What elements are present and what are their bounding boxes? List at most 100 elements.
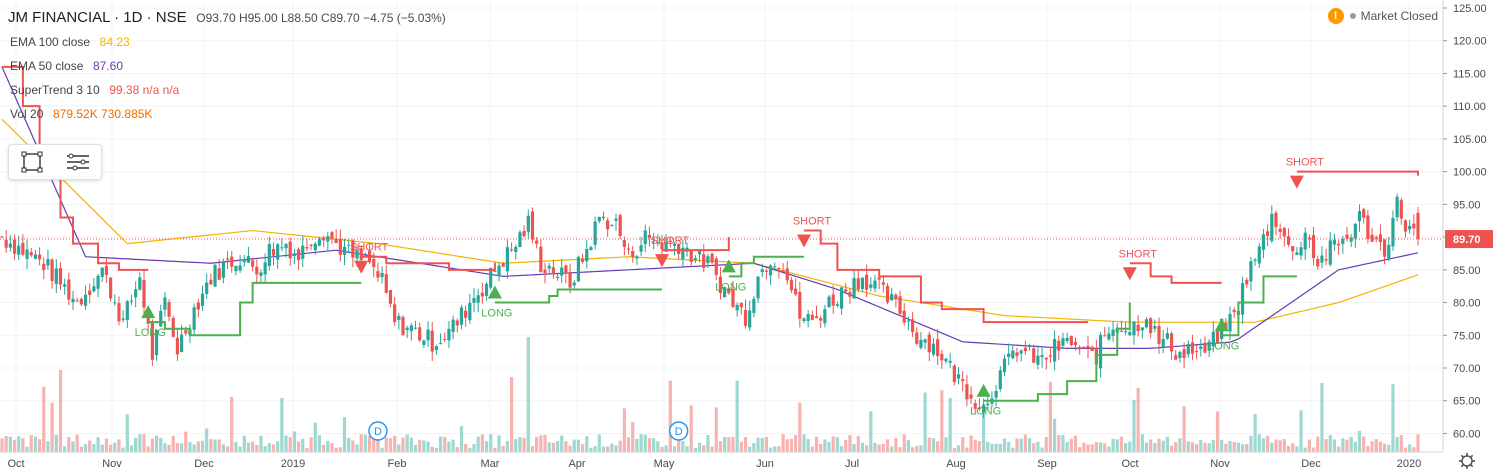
volume-bar (159, 437, 163, 452)
indicator-row-ema50[interactable]: EMA 50 close 87.60 (8, 56, 446, 80)
time-axis-label: Feb (388, 458, 407, 470)
price-axis-label: 115.00 (1453, 68, 1486, 80)
candle-body (121, 318, 125, 320)
volume-bar (1098, 442, 1103, 452)
candle-body (714, 258, 718, 275)
candle-body (209, 279, 213, 285)
candle-body (873, 280, 877, 289)
volume-bar (777, 446, 781, 452)
long-signal-arrow (976, 383, 991, 397)
volume-bar (1157, 438, 1161, 452)
volume-bar (1320, 382, 1324, 452)
candle-body (159, 311, 163, 327)
candle-body (301, 245, 305, 259)
volume-bar (1061, 434, 1065, 452)
supertrend-down-line (2, 65, 149, 271)
candle-body (21, 242, 25, 255)
candle-body (823, 309, 827, 324)
volume-bar (1341, 438, 1345, 452)
candle-body (271, 248, 276, 256)
candle-body (981, 404, 986, 413)
volume-bar (869, 411, 873, 452)
volume-bar (100, 444, 104, 452)
volume-bar (468, 447, 472, 452)
candle-body (238, 265, 242, 271)
candle-body (205, 282, 209, 294)
candle-body (781, 270, 785, 272)
volume-bar (915, 445, 919, 452)
candle-body (1128, 332, 1132, 336)
volume-bar (1132, 399, 1136, 452)
volume-bar (652, 438, 656, 452)
market-status[interactable]: ! Market Closed (1327, 8, 1438, 24)
candle-body (96, 275, 100, 289)
candle-body (656, 242, 660, 244)
candle-body (606, 220, 610, 230)
volume-bar (305, 447, 309, 452)
volume-bar (313, 422, 317, 452)
candle-body (221, 262, 225, 278)
candle-body (150, 321, 154, 360)
candle-body (865, 274, 869, 290)
volume-bar (1111, 438, 1115, 452)
candle-body (764, 270, 768, 272)
time-axis-label: Mar (481, 458, 500, 470)
candle-body (280, 247, 284, 249)
candle-body (1044, 357, 1048, 360)
candle-body (1178, 352, 1182, 359)
candle-body (969, 394, 973, 399)
candle-body (255, 266, 259, 275)
volume-bar (96, 437, 100, 452)
candle-body (1282, 228, 1286, 237)
volume-bar (129, 445, 134, 452)
candle-body (919, 339, 923, 348)
volume-bar (205, 428, 209, 452)
candle-body (276, 244, 280, 260)
candle-body (952, 365, 956, 383)
symbol-title[interactable]: JM FINANCIAL · 1D · NSE (8, 9, 187, 26)
volume-bar (113, 442, 117, 452)
candle-body (234, 265, 238, 272)
candle-body (1211, 331, 1215, 347)
candle-body (313, 243, 317, 251)
candle-body (1324, 259, 1328, 261)
candle-body (180, 334, 184, 353)
candle-body (409, 325, 413, 332)
indicator-row-ema100[interactable]: EMA 100 close 84.23 (8, 32, 446, 56)
candle-body (489, 267, 493, 288)
candle-body (739, 302, 743, 308)
volume-bar (1073, 435, 1078, 452)
candle-body (814, 316, 819, 319)
candle-body (631, 251, 635, 258)
volume-bar (92, 444, 96, 452)
candle-body (63, 284, 67, 287)
volume-bar (292, 431, 296, 452)
volume-bar (931, 438, 936, 452)
volume-bar (731, 436, 735, 452)
volume-bar (597, 434, 601, 452)
candle-body (288, 241, 292, 259)
long-signal-arrow (721, 259, 736, 273)
settings-gear-icon[interactable] (1459, 453, 1475, 469)
volume-bar (17, 436, 21, 452)
candle-body (1078, 346, 1082, 350)
object-tree-icon[interactable] (65, 151, 91, 173)
indicator-label: Vol 20 (10, 107, 44, 121)
rectangle-tool-icon[interactable] (19, 151, 45, 173)
candle-body (773, 266, 777, 268)
price-axis-label: 60.00 (1453, 428, 1481, 440)
candle-body (1253, 259, 1257, 261)
supertrend-up-line (728, 255, 804, 278)
indicator-row-volume[interactable]: Vol 20 879.52K 730.885K (8, 104, 446, 128)
volume-bar (267, 443, 271, 452)
volume-bar (1203, 442, 1207, 452)
volume-bar (1261, 438, 1266, 452)
volume-bar (1094, 442, 1098, 452)
candle-body (83, 294, 88, 306)
candle-body (92, 286, 96, 292)
candle-body (944, 358, 948, 362)
volume-bar (1057, 434, 1061, 452)
indicator-row-supertrend[interactable]: SuperTrend 3 10 99.38 n/a n/a (8, 80, 446, 104)
volume-bar (263, 446, 267, 452)
